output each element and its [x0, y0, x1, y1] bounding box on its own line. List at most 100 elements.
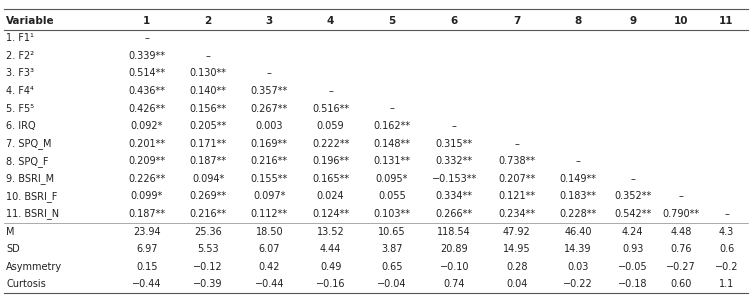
Text: 14.39: 14.39: [564, 244, 592, 254]
Text: 0.124**: 0.124**: [312, 209, 349, 219]
Text: 10.65: 10.65: [378, 227, 406, 237]
Text: 25.36: 25.36: [194, 227, 222, 237]
Text: 0.516**: 0.516**: [312, 103, 349, 114]
Text: 0.140**: 0.140**: [190, 86, 226, 96]
Text: 0.15: 0.15: [136, 262, 158, 272]
Text: 0.514**: 0.514**: [129, 68, 165, 78]
Text: 0.228**: 0.228**: [559, 209, 596, 219]
Text: 0.171**: 0.171**: [190, 139, 226, 149]
Text: 0.334**: 0.334**: [436, 191, 473, 202]
Text: 0.28: 0.28: [506, 262, 527, 272]
Text: 118.54: 118.54: [438, 227, 472, 237]
Text: 0.209**: 0.209**: [129, 156, 165, 166]
Text: –: –: [575, 156, 581, 166]
Text: −0.44: −0.44: [132, 279, 162, 289]
Text: 0.93: 0.93: [622, 244, 644, 254]
Text: −0.2: −0.2: [714, 262, 738, 272]
Text: Asymmetry: Asymmetry: [6, 262, 62, 272]
Text: 5.53: 5.53: [197, 244, 219, 254]
Text: 9. BSRI_M: 9. BSRI_M: [6, 173, 54, 184]
Text: 0.099*: 0.099*: [131, 191, 163, 202]
Text: –: –: [724, 209, 729, 219]
Text: 6.07: 6.07: [259, 244, 280, 254]
Text: 0.216**: 0.216**: [251, 156, 288, 166]
Text: 0.112**: 0.112**: [251, 209, 288, 219]
Text: 9: 9: [629, 16, 636, 26]
Text: –: –: [630, 174, 635, 184]
Text: 0.436**: 0.436**: [129, 86, 165, 96]
Text: 0.226**: 0.226**: [128, 174, 165, 184]
Text: 2. F2²: 2. F2²: [6, 51, 34, 61]
Text: 0.266**: 0.266**: [435, 209, 473, 219]
Text: –: –: [678, 191, 684, 202]
Text: 0.092*: 0.092*: [131, 121, 163, 131]
Text: 4.48: 4.48: [670, 227, 691, 237]
Text: −0.39: −0.39: [193, 279, 223, 289]
Text: 6.97: 6.97: [136, 244, 158, 254]
Text: 0.149**: 0.149**: [559, 174, 596, 184]
Text: 11: 11: [719, 16, 734, 26]
Text: 0.094*: 0.094*: [192, 174, 224, 184]
Text: 5: 5: [388, 16, 396, 26]
Text: 3.87: 3.87: [381, 244, 402, 254]
Text: 2: 2: [205, 16, 212, 26]
Text: 47.92: 47.92: [503, 227, 531, 237]
Text: 0.169**: 0.169**: [251, 139, 288, 149]
Text: −0.05: −0.05: [618, 262, 647, 272]
Text: 0.269**: 0.269**: [190, 191, 226, 202]
Text: 0.76: 0.76: [670, 244, 692, 254]
Text: 14.95: 14.95: [503, 244, 531, 254]
Text: 1. F1¹: 1. F1¹: [6, 33, 34, 43]
Text: 0.024: 0.024: [317, 191, 344, 202]
Text: −0.27: −0.27: [666, 262, 696, 272]
Text: 0.738**: 0.738**: [498, 156, 535, 166]
Text: −0.153**: −0.153**: [432, 174, 477, 184]
Text: 0.055: 0.055: [378, 191, 406, 202]
Text: M: M: [6, 227, 14, 237]
Text: 0.131**: 0.131**: [374, 156, 411, 166]
Text: −0.44: −0.44: [255, 279, 284, 289]
Text: –: –: [452, 121, 456, 131]
Text: 0.352**: 0.352**: [614, 191, 651, 202]
Text: 0.165**: 0.165**: [312, 174, 349, 184]
Text: 0.790**: 0.790**: [663, 209, 699, 219]
Text: 0.04: 0.04: [506, 279, 527, 289]
Text: 20.89: 20.89: [441, 244, 468, 254]
Text: 0.339**: 0.339**: [129, 51, 165, 61]
Text: 0.095*: 0.095*: [376, 174, 408, 184]
Text: 11. BSRI_N: 11. BSRI_N: [6, 208, 59, 219]
Text: 0.207**: 0.207**: [498, 174, 535, 184]
Text: 0.003: 0.003: [256, 121, 283, 131]
Text: 10. BSRI_F: 10. BSRI_F: [6, 191, 57, 202]
Text: –: –: [328, 86, 333, 96]
Text: SD: SD: [6, 244, 20, 254]
Text: 0.234**: 0.234**: [498, 209, 535, 219]
Text: 0.74: 0.74: [444, 279, 465, 289]
Text: 0.65: 0.65: [381, 262, 402, 272]
Text: 0.205**: 0.205**: [190, 121, 227, 131]
Text: 3: 3: [265, 16, 273, 26]
Text: 0.49: 0.49: [320, 262, 341, 272]
Text: 0.03: 0.03: [567, 262, 589, 272]
Text: 18.50: 18.50: [256, 227, 284, 237]
Text: −0.10: −0.10: [440, 262, 469, 272]
Text: 0.156**: 0.156**: [190, 103, 226, 114]
Text: 0.42: 0.42: [259, 262, 280, 272]
Text: 0.6: 0.6: [719, 244, 734, 254]
Text: 0.267**: 0.267**: [250, 103, 288, 114]
Text: 4.24: 4.24: [622, 227, 644, 237]
Text: −0.18: −0.18: [618, 279, 647, 289]
Text: 13.52: 13.52: [317, 227, 344, 237]
Text: −0.04: −0.04: [378, 279, 407, 289]
Text: −0.16: −0.16: [316, 279, 345, 289]
Text: 0.201**: 0.201**: [129, 139, 165, 149]
Text: 6. IRQ: 6. IRQ: [6, 121, 35, 131]
Text: Curtosis: Curtosis: [6, 279, 46, 289]
Text: 46.40: 46.40: [564, 227, 592, 237]
Text: 7. SPQ_M: 7. SPQ_M: [6, 138, 52, 149]
Text: 23.94: 23.94: [133, 227, 161, 237]
Text: 3. F3³: 3. F3³: [6, 68, 34, 78]
Text: 8. SPQ_F: 8. SPQ_F: [6, 156, 49, 167]
Text: –: –: [144, 33, 150, 43]
Text: 0.148**: 0.148**: [374, 139, 411, 149]
